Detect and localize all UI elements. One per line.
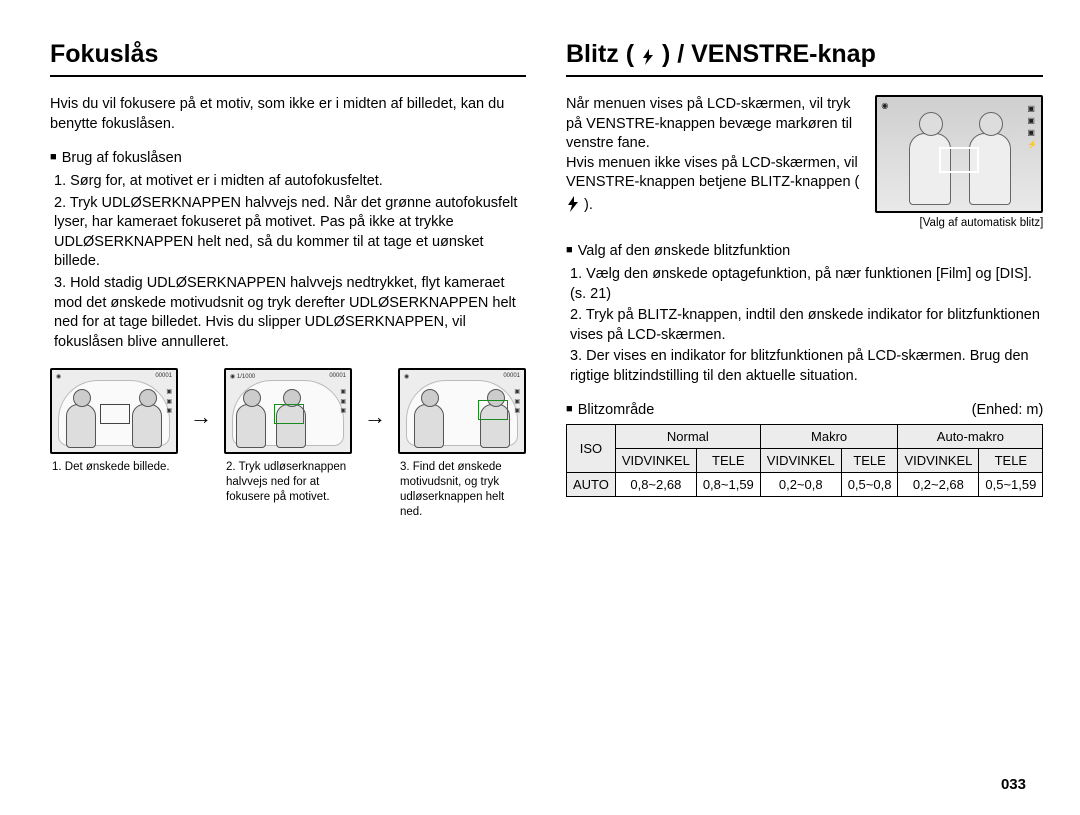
table-label-row: Blitzområde (Enhed: m): [566, 402, 1043, 418]
sh-3: TELE: [841, 449, 898, 473]
left-subhead: Brug af fokuslåsen: [50, 150, 526, 166]
val-5: 0,5~1,59: [979, 473, 1043, 497]
arrow-icon: →: [186, 368, 216, 430]
left-title: Fokuslås: [50, 40, 526, 77]
val-1: 0,8~1,59: [696, 473, 760, 497]
right-intro-2: Hvis menuen ikke vises på LCD-skærmen, v…: [566, 155, 859, 191]
left-step-1: 1. Sørg for, at motivet er i midten af a…: [54, 173, 383, 189]
table-label-left: Blitzområde: [566, 402, 654, 418]
sh-4: VIDVINKEL: [898, 449, 979, 473]
figure-2-thumb: ◉ 1/100000001 ▣▣▣: [224, 368, 352, 454]
sh-1: TELE: [696, 449, 760, 473]
left-column: Fokuslås Hvis du vil fokusere på et moti…: [50, 40, 526, 520]
th-iso: ISO: [567, 425, 616, 473]
right-subhead: Valg af den ønskede blitzfunktion: [566, 243, 1043, 259]
figure-2-caption: 2. Tryk udløserknappen halvvejs ned for …: [224, 460, 352, 505]
right-intro-1: Når menuen vises på LCD-skærmen, vil try…: [566, 96, 852, 151]
right-title-suffix: ) / VENSTRE-knap: [655, 40, 876, 68]
right-step-3: 3. Der vises en indikator for blitzfunkt…: [570, 348, 1029, 384]
figure-3: ◉00001 ▣▣▣ 3. Find det ønskede motivudsn…: [398, 368, 526, 520]
sh-2: VIDVINKEL: [760, 449, 841, 473]
right-photo: ◉ ▣▣▣⚡: [875, 95, 1043, 213]
table-label-right: (Enhed: m): [972, 402, 1044, 418]
figure-3-caption: 3. Find det ønskede motivudsnit, og tryk…: [398, 460, 526, 520]
th-normal: Normal: [615, 425, 760, 449]
figure-row: ◉00001 ▣▣▣ 1. Det ønskede billede. → ◉ 1…: [50, 368, 526, 520]
right-intro-close: ).: [580, 197, 593, 213]
right-title-prefix: Blitz (: [566, 40, 641, 68]
figure-1-thumb: ◉00001 ▣▣▣: [50, 368, 178, 454]
right-title: Blitz ( ) / VENSTRE-knap: [566, 40, 1043, 77]
right-column: Blitz ( ) / VENSTRE-knap Når menuen vise…: [566, 40, 1043, 520]
right-step-1: 1. Vælg den ønskede optagefunktion, på n…: [570, 266, 1032, 302]
left-intro: Hvis du vil fokusere på et motiv, som ik…: [50, 95, 526, 134]
sh-0: VIDVINKEL: [615, 449, 696, 473]
sh-5: TELE: [979, 449, 1043, 473]
figure-1: ◉00001 ▣▣▣ 1. Det ønskede billede.: [50, 368, 178, 475]
right-photo-caption: [Valg af automatisk blitz]: [875, 217, 1043, 229]
th-makro: Makro: [760, 425, 898, 449]
arrow-icon: →: [360, 368, 390, 430]
flash-icon: [566, 196, 580, 212]
flash-range-table: ISO Normal Makro Auto-makro VIDVINKEL TE…: [566, 424, 1043, 497]
figure-2: ◉ 1/100000001 ▣▣▣ 2. Tryk udløserknappen…: [224, 368, 352, 505]
figure-1-caption: 1. Det ønskede billede.: [50, 460, 178, 475]
val-4: 0,2~2,68: [898, 473, 979, 497]
th-automakro: Auto-makro: [898, 425, 1043, 449]
row-auto: AUTO: [567, 473, 616, 497]
page-number: 033: [1001, 776, 1026, 793]
right-steps: 1. Vælg den ønskede optagefunktion, på n…: [570, 265, 1043, 386]
flash-icon: [641, 43, 655, 59]
left-steps: 1. Sørg for, at motivet er i midten af a…: [54, 172, 526, 352]
val-2: 0,2~0,8: [760, 473, 841, 497]
right-intro-block: Når menuen vises på LCD-skærmen, vil try…: [566, 95, 1043, 229]
val-3: 0,5~0,8: [841, 473, 898, 497]
val-0: 0,8~2,68: [615, 473, 696, 497]
left-step-2: 2. Tryk UDLØSERKNAPPEN halvvejs ned. Når…: [54, 195, 517, 270]
right-step-2: 2. Tryk på BLITZ-knappen, indtil den øns…: [570, 307, 1040, 343]
figure-3-thumb: ◉00001 ▣▣▣: [398, 368, 526, 454]
left-step-3: 3. Hold stadig UDLØSERKNAPPEN halvvejs n…: [54, 275, 516, 350]
